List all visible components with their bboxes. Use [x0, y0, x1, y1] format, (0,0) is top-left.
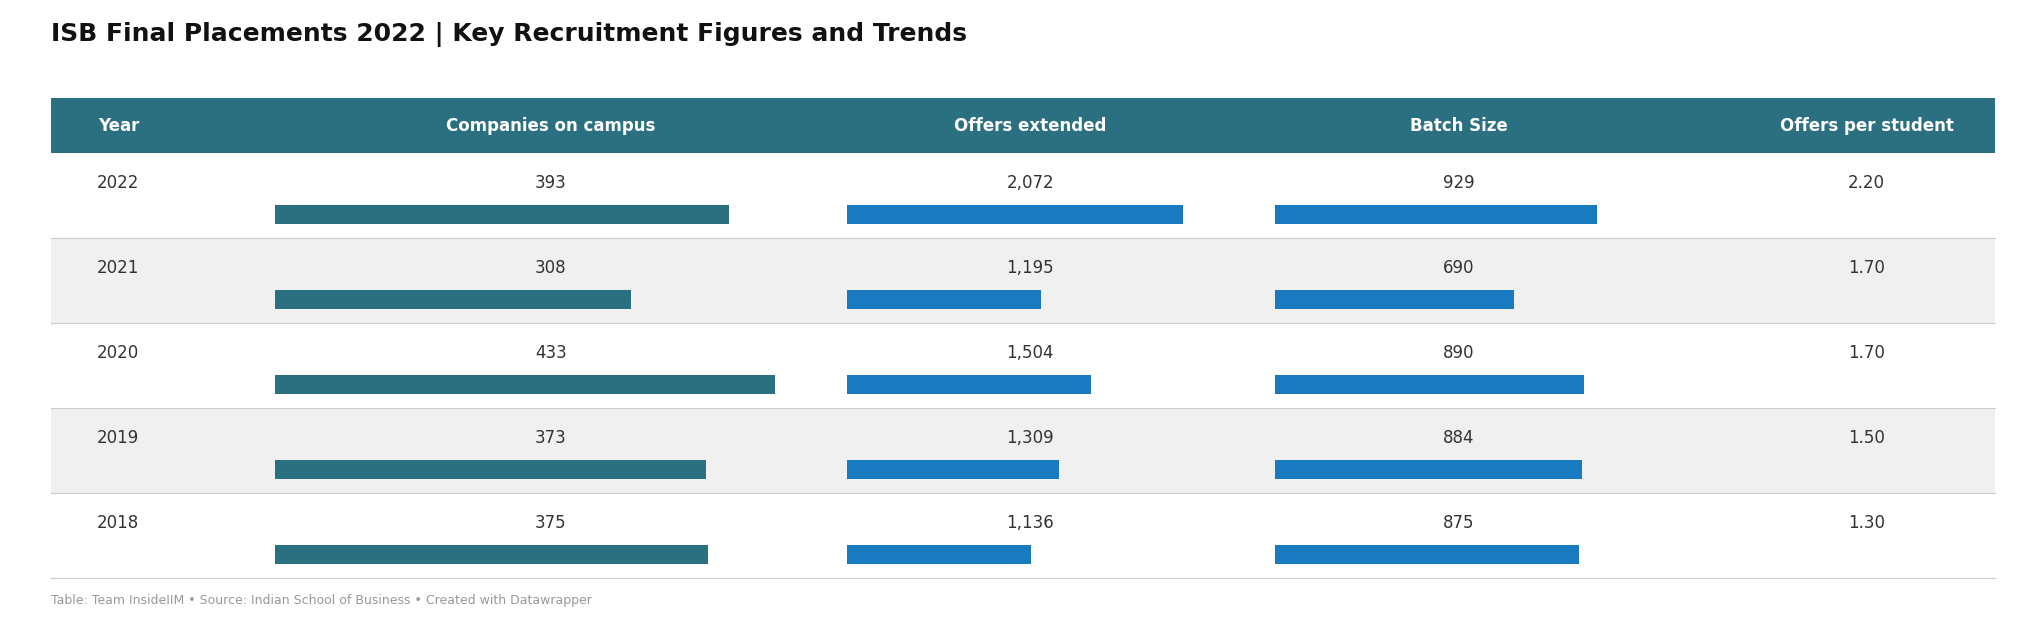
Text: Year: Year: [98, 116, 139, 135]
Text: 1.70: 1.70: [1847, 259, 1884, 277]
Text: ISB Final Placements 2022 | Key Recruitment Figures and Trends: ISB Final Placements 2022 | Key Recruitm…: [51, 22, 966, 47]
FancyBboxPatch shape: [275, 375, 775, 394]
FancyBboxPatch shape: [1274, 290, 1513, 309]
Text: 929: 929: [1442, 174, 1474, 192]
Text: 2019: 2019: [98, 429, 139, 447]
FancyBboxPatch shape: [51, 98, 1994, 153]
FancyBboxPatch shape: [51, 238, 1994, 323]
FancyBboxPatch shape: [846, 460, 1058, 479]
Text: 1.70: 1.70: [1847, 344, 1884, 362]
Text: 875: 875: [1442, 514, 1474, 532]
FancyBboxPatch shape: [1274, 205, 1597, 224]
FancyBboxPatch shape: [1274, 545, 1578, 564]
FancyBboxPatch shape: [51, 153, 1994, 238]
FancyBboxPatch shape: [275, 460, 705, 479]
Text: 2018: 2018: [98, 514, 139, 532]
Text: 1,195: 1,195: [1005, 259, 1054, 277]
Text: 1,504: 1,504: [1005, 344, 1054, 362]
Text: 375: 375: [534, 514, 567, 532]
Text: 884: 884: [1442, 429, 1474, 447]
Text: Companies on campus: Companies on campus: [447, 116, 655, 135]
Text: 1,309: 1,309: [1005, 429, 1054, 447]
Text: 2020: 2020: [98, 344, 139, 362]
Text: 1,136: 1,136: [1005, 514, 1054, 532]
Text: 2022: 2022: [98, 174, 139, 192]
FancyBboxPatch shape: [275, 545, 708, 564]
FancyBboxPatch shape: [846, 205, 1183, 224]
FancyBboxPatch shape: [275, 290, 630, 309]
Text: 393: 393: [534, 174, 567, 192]
FancyBboxPatch shape: [846, 545, 1030, 564]
FancyBboxPatch shape: [275, 205, 728, 224]
FancyBboxPatch shape: [846, 290, 1040, 309]
Text: 433: 433: [534, 344, 567, 362]
Text: 690: 690: [1442, 259, 1474, 277]
Text: 890: 890: [1442, 344, 1474, 362]
FancyBboxPatch shape: [846, 375, 1091, 394]
Text: Offers per student: Offers per student: [1778, 116, 1953, 135]
Text: 2,072: 2,072: [1005, 174, 1054, 192]
FancyBboxPatch shape: [1274, 460, 1580, 479]
Text: 2021: 2021: [98, 259, 139, 277]
Text: 1.30: 1.30: [1847, 514, 1884, 532]
FancyBboxPatch shape: [1274, 375, 1582, 394]
FancyBboxPatch shape: [51, 408, 1994, 493]
FancyBboxPatch shape: [51, 323, 1994, 408]
Text: Table: Team InsideIIM • Source: Indian School of Business • Created with Datawra: Table: Team InsideIIM • Source: Indian S…: [51, 593, 591, 607]
Text: 373: 373: [534, 429, 567, 447]
Text: 2.20: 2.20: [1847, 174, 1884, 192]
Text: Offers extended: Offers extended: [954, 116, 1105, 135]
Text: 1.50: 1.50: [1847, 429, 1884, 447]
FancyBboxPatch shape: [51, 493, 1994, 578]
Text: Batch Size: Batch Size: [1409, 116, 1507, 135]
Text: 308: 308: [534, 259, 567, 277]
